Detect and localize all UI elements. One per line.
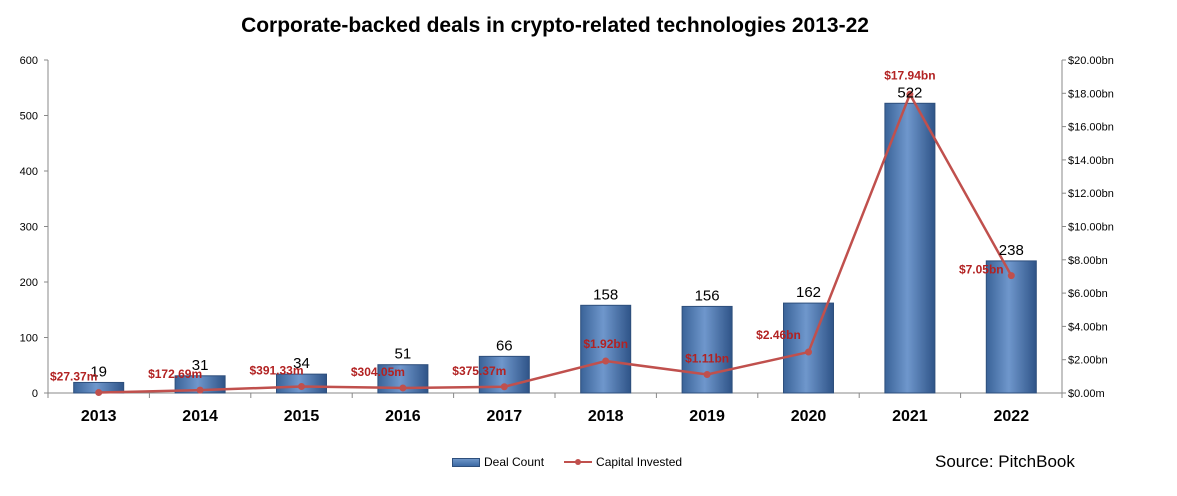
line-point-capital-invested — [703, 371, 711, 379]
bar-value-label: 19 — [90, 363, 107, 380]
bar-value-label: 31 — [192, 357, 209, 374]
y-right-tick-label: $14.00bn — [1068, 155, 1114, 167]
line-point-capital-invested — [399, 384, 407, 392]
line-value-label: $1.92bn — [583, 337, 628, 351]
bar-value-label: 162 — [796, 284, 821, 301]
bar-value-label: 158 — [593, 286, 618, 303]
line-point-capital-invested — [500, 383, 508, 391]
line-value-label: $391.33m — [249, 363, 303, 377]
line-value-label: $17.94bn — [884, 68, 935, 82]
x-tick-label: 2016 — [385, 408, 421, 425]
x-tick-label: 2020 — [791, 408, 827, 425]
legend-item-capital-invested: Capital Invested — [564, 455, 682, 469]
bar-deal-count — [783, 302, 834, 394]
line-value-label: $2.46bn — [756, 328, 801, 342]
y-left-tick-label: 500 — [20, 111, 38, 123]
bar-deal-count — [985, 260, 1037, 394]
y-right-tick-label: $10.00bn — [1068, 222, 1114, 234]
bar-value-label: 51 — [395, 346, 412, 363]
line-point-capital-invested — [298, 382, 305, 390]
x-tick-label: 2014 — [182, 408, 218, 425]
line-value-label: $7.05bn — [959, 263, 1004, 277]
y-right-tick-label: $12.00bn — [1068, 188, 1114, 200]
y-right-tick-label: $16.00bn — [1068, 122, 1114, 134]
x-tick-label: 2019 — [689, 408, 725, 425]
y-right-tick-label: $18.00bn — [1068, 88, 1114, 100]
line-point-capital-invested — [906, 90, 914, 98]
x-tick-label: 2018 — [588, 408, 624, 425]
line-point-capital-invested — [1007, 272, 1015, 280]
legend-label-capital-invested: Capital Invested — [596, 455, 683, 469]
line-point-capital-invested — [805, 348, 812, 356]
bar-deal-count — [681, 305, 733, 394]
legend-swatch-line — [564, 459, 593, 465]
y-left-tick-label: 0 — [32, 388, 38, 400]
bar-deal-count — [580, 304, 632, 394]
bar-value-label: 34 — [293, 355, 310, 372]
bar-value-label: 238 — [999, 242, 1024, 259]
y-left-tick-label: 400 — [20, 166, 38, 178]
source-note: Source: PitchBook — [935, 452, 1075, 471]
y-left-tick-label: 100 — [20, 333, 38, 345]
x-tick-label: 2021 — [892, 408, 928, 425]
y-right-tick-label: $6.00bn — [1068, 288, 1108, 300]
y-right-tick-label: $4.00bn — [1068, 321, 1108, 333]
line-value-label: $1.11bn — [685, 352, 729, 366]
x-tick-label: 2017 — [487, 408, 523, 425]
y-left-tick-label: 300 — [20, 222, 38, 234]
x-tick-label: 2022 — [994, 408, 1030, 425]
bar-value-label: 522 — [897, 84, 922, 101]
y-left-tick-label: 600 — [20, 55, 38, 67]
line-value-label: $304.05m — [351, 365, 405, 379]
chart-title: Corporate-backed deals in crypto-related… — [241, 14, 869, 37]
x-tick-label: 2013 — [81, 408, 117, 425]
y-left-tick-label: 200 — [20, 277, 38, 289]
line-point-capital-invested — [196, 386, 204, 394]
line-point-capital-invested — [602, 357, 610, 365]
legend-swatch-bar — [452, 457, 480, 467]
bar-value-label: 156 — [695, 287, 720, 304]
line-value-label: $172.69m — [148, 367, 202, 381]
y-right-tick-label: $8.00bn — [1068, 255, 1108, 267]
y-right-tick-label: $0.00m — [1068, 388, 1105, 400]
line-value-label: $375.37m — [452, 364, 506, 378]
chart-legend: Deal Count Capital Invested — [452, 455, 702, 469]
line-capital-invested — [98, 91, 1013, 394]
x-tick-label: 2015 — [284, 408, 320, 425]
y-right-tick-label: $2.00bn — [1068, 355, 1108, 367]
line-point-capital-invested — [95, 389, 103, 397]
line-value-label: $27.37m — [50, 370, 97, 384]
bar-deal-count — [884, 102, 936, 394]
y-right-tick-label: $20.00bn — [1068, 55, 1114, 67]
legend-label-deal-count: Deal Count — [484, 455, 545, 469]
legend-item-deal-count: Deal Count — [452, 455, 544, 469]
bar-value-label: 66 — [496, 337, 513, 354]
